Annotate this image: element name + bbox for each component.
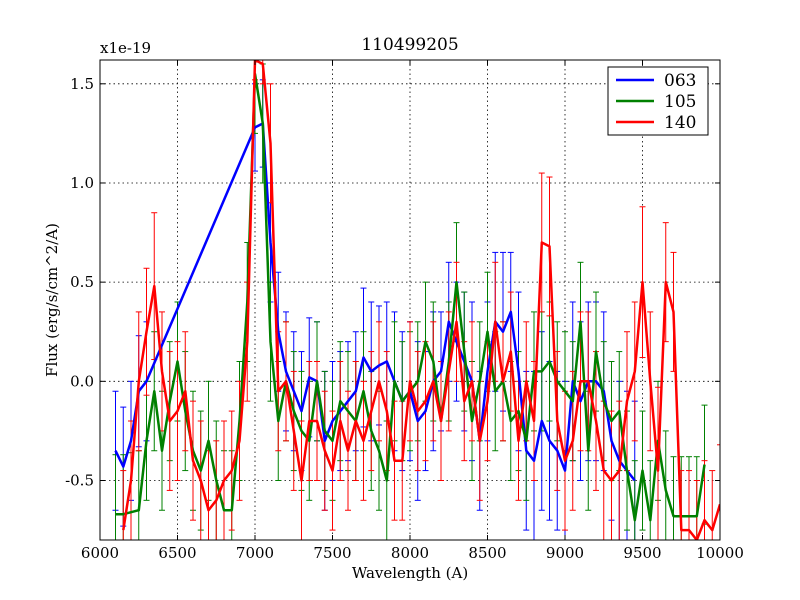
x-tick-label: 8500 bbox=[468, 544, 506, 562]
x-tick-label: 6000 bbox=[81, 544, 119, 562]
x-tick-label: 8000 bbox=[391, 544, 429, 562]
x-tick-label: 7500 bbox=[313, 544, 351, 562]
x-tick-label: 9000 bbox=[546, 544, 584, 562]
y-tick-label: 0.5 bbox=[70, 273, 94, 291]
axis-ticks bbox=[99, 60, 721, 540]
x-tick-label: 10000 bbox=[696, 544, 744, 562]
chart-title: 110499205 bbox=[361, 35, 458, 55]
y-tick-label: 1.5 bbox=[70, 75, 94, 93]
y-tick-label: -0.5 bbox=[65, 471, 94, 489]
legend: 063 105 140 bbox=[607, 66, 709, 136]
y-tick-label: 0.0 bbox=[70, 372, 94, 390]
y-axis-label: Flux (erg/s/cm^2/A) bbox=[43, 223, 61, 377]
x-tick-labels: 6000 6500 7000 7500 8000 8500 9000 9500 10000 bbox=[81, 544, 744, 562]
x-tick-label: 9500 bbox=[623, 544, 661, 562]
legend-label-063: 063 bbox=[664, 71, 696, 91]
series-line-063 bbox=[114, 122, 636, 482]
y-tick-label: 1.0 bbox=[70, 174, 94, 192]
x-axis-label: Wavelength (A) bbox=[352, 564, 468, 582]
series-line-140 bbox=[122, 60, 720, 540]
data-series bbox=[112, 60, 720, 540]
y-tick-labels: -0.5 0.0 0.5 1.0 1.5 bbox=[65, 75, 94, 490]
legend-label-140: 140 bbox=[664, 113, 696, 133]
legend-label-105: 105 bbox=[664, 92, 696, 112]
x-tick-label: 7000 bbox=[236, 544, 274, 562]
x-tick-label: 6500 bbox=[158, 544, 196, 562]
y-offset-label: x1e-19 bbox=[100, 39, 151, 57]
